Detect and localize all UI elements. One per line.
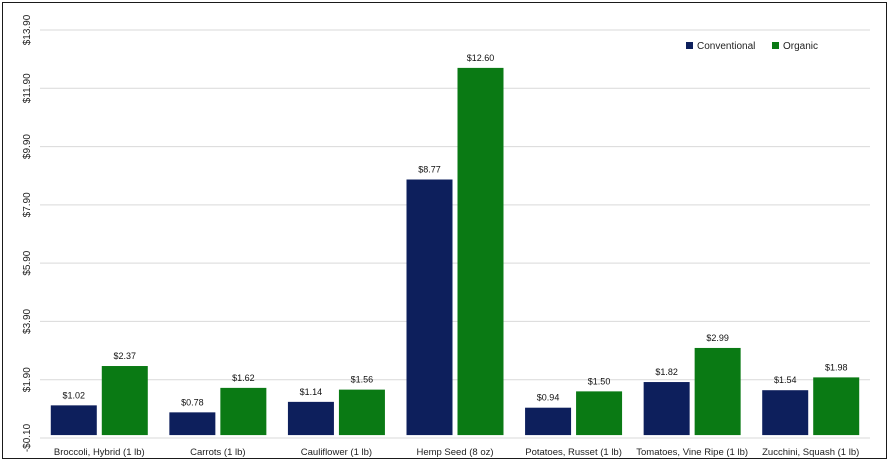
bar-conventional <box>406 179 453 436</box>
x-tick-label: Potatoes, Russet (1 lb) <box>525 447 622 458</box>
legend-swatch-organic <box>772 42 779 49</box>
data-label: $1.14 <box>300 387 323 397</box>
legend-label-organic: Organic <box>783 41 818 52</box>
data-label: $1.98 <box>825 362 848 372</box>
bar-conventional <box>50 405 97 436</box>
y-tick-label: $9.90 <box>22 134 33 159</box>
data-label: $1.50 <box>588 376 611 386</box>
bar-organic <box>813 377 860 436</box>
y-tick-label: $5.90 <box>22 250 33 275</box>
y-tick-label: $3.90 <box>22 308 33 333</box>
y-tick-label: $11.90 <box>22 73 33 103</box>
data-label: $2.99 <box>706 333 729 343</box>
x-tick-label: Tomatoes, Vine Ripe (1 lb) <box>636 447 748 458</box>
legend-swatch-conventional <box>686 42 693 49</box>
bar-organic <box>101 366 148 436</box>
bar-conventional <box>762 390 809 436</box>
y-axis: -$0.10 $1.90 $3.90 $5.90 $7.90 $9.90 $11.90 $13… <box>22 14 33 452</box>
bar-organic <box>694 347 741 436</box>
data-label: $0.78 <box>181 397 204 407</box>
y-tick-label: $7.90 <box>22 192 33 217</box>
y-tick-label: -$0.10 <box>22 423 33 452</box>
x-tick-label: Cauliflower (1 lb) <box>301 447 372 458</box>
data-label: $1.56 <box>351 375 374 385</box>
data-label: $1.82 <box>655 367 678 377</box>
data-label: $2.37 <box>114 351 137 361</box>
data-label: $1.62 <box>232 373 255 383</box>
bar-organic <box>457 67 504 436</box>
data-label: $0.94 <box>537 393 560 403</box>
bar-organic <box>338 389 385 436</box>
x-tick-label: Broccoli, Hybrid (1 lb) <box>54 447 145 458</box>
bar-conventional <box>287 401 334 436</box>
data-label: $8.77 <box>418 165 441 175</box>
bar-conventional <box>643 382 690 436</box>
gridlines <box>40 29 870 439</box>
x-tick-label: Zucchini, Squash (1 lb) <box>762 447 859 458</box>
bar-conventional <box>169 412 216 436</box>
bar-organic <box>576 391 623 436</box>
data-label: $12.60 <box>467 53 495 63</box>
bar-conventional <box>525 407 572 436</box>
y-tick-label: $1.90 <box>22 367 33 392</box>
x-axis: Broccoli, Hybrid (1 lb) Carrots (1 lb) Cau… <box>54 447 859 458</box>
x-tick-label: Hemp Seed (8 oz) <box>416 447 493 458</box>
x-tick-label: Carrots (1 lb) <box>190 447 245 458</box>
y-tick-label: $13.90 <box>22 14 33 45</box>
legend-label-conventional: Conventional <box>697 41 755 52</box>
legend: Conventional Organic <box>686 41 818 52</box>
bar-organic <box>220 387 267 436</box>
bars: $1.02 $2.37 $0.78 $1.62 $1.14 $1.56 $8.77 $12.6… <box>50 53 860 436</box>
data-label: $1.02 <box>63 390 86 400</box>
data-label: $1.54 <box>774 375 797 385</box>
